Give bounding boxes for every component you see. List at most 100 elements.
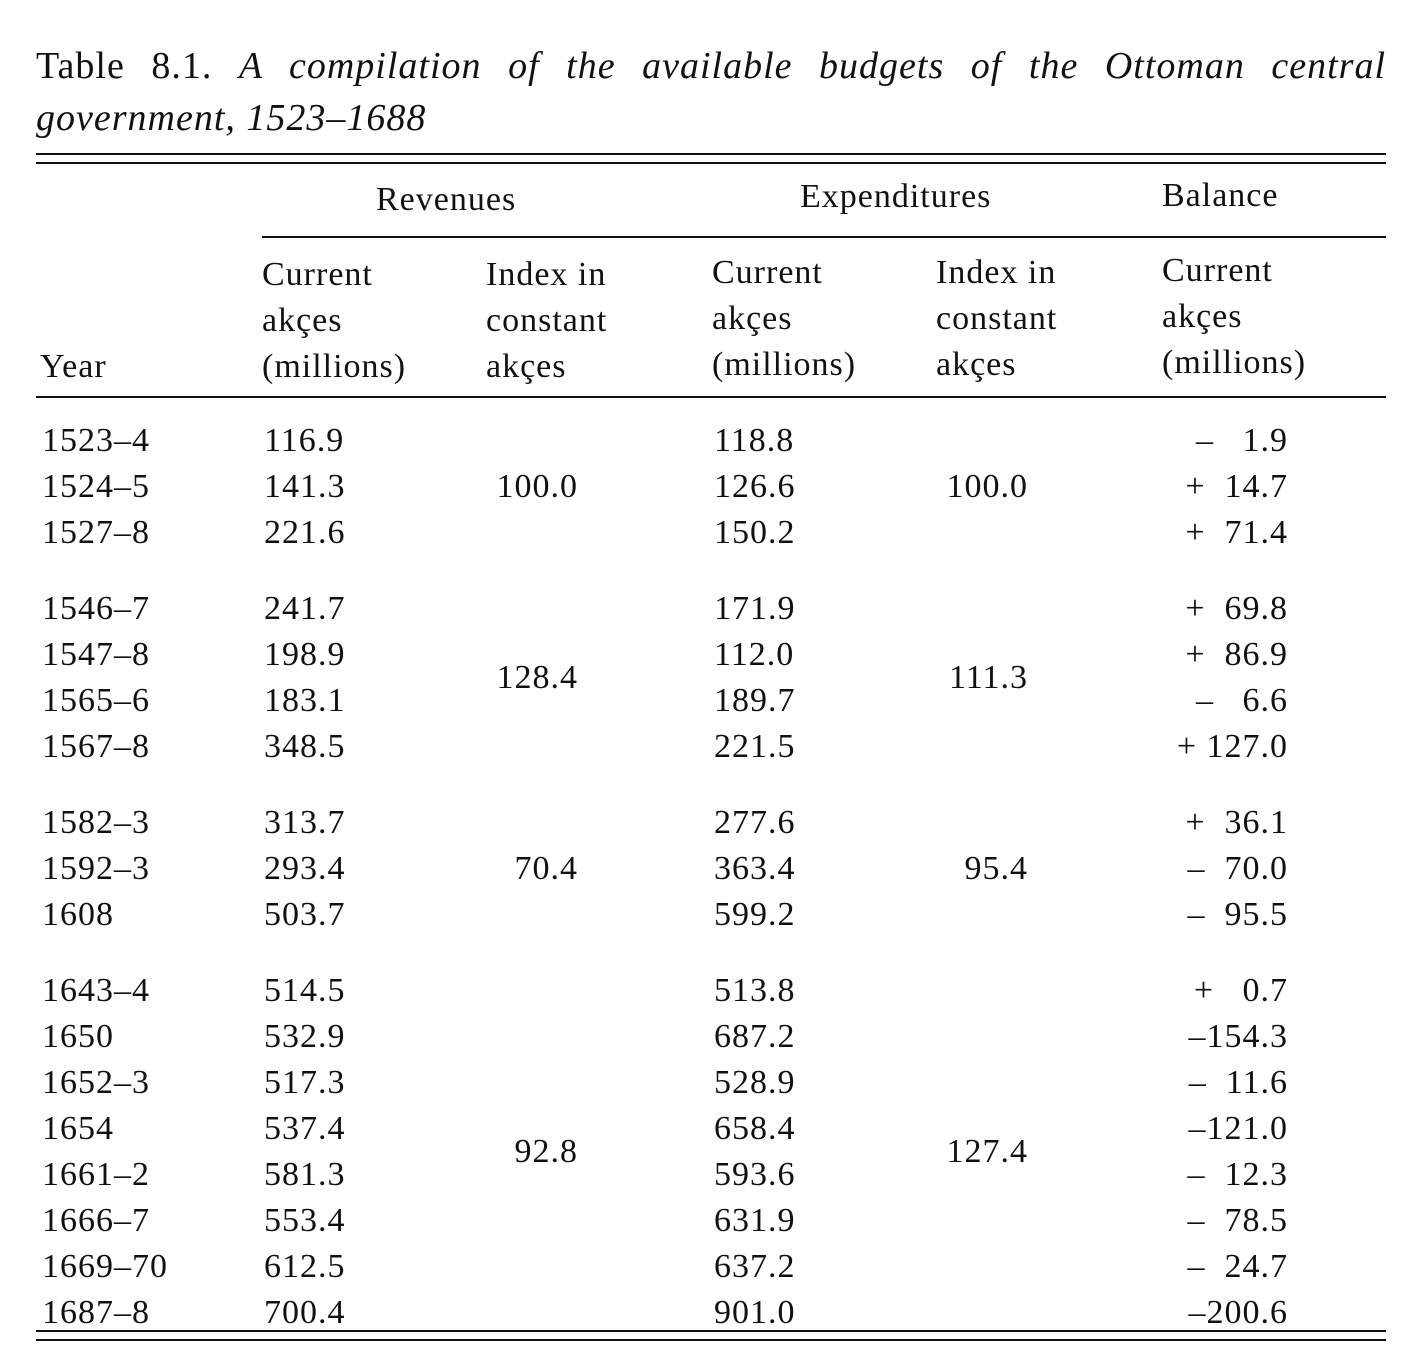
table-row: 1523–4 116.9 118.8 – 1.9 <box>0 418 1420 464</box>
table-title: A compilation of the available budgets o… <box>36 45 1387 139</box>
revenue-cell: 183.1 <box>264 682 346 719</box>
group-rule <box>262 236 1386 238</box>
revenue-cell: 553.4 <box>264 1202 346 1239</box>
expenditure-cell: 631.9 <box>714 1202 796 1239</box>
expenditure-index-cell: 111.3 <box>949 659 1028 696</box>
expenditure-index-cell: 100.0 <box>946 468 1028 505</box>
exp-index-header: Index in constant akçes <box>936 250 1057 388</box>
exp-current-header-line: akçes <box>712 300 793 337</box>
revenue-cell: 700.4 <box>264 1294 346 1331</box>
year-cell: 1650 <box>42 1018 114 1055</box>
balance-header: Balance <box>1162 177 1279 214</box>
expenditure-cell: 171.9 <box>714 590 796 627</box>
table-body: 1523–4 116.9 118.8 – 1.9 1524–5 141.3 126.6 + 1… <box>0 418 1420 1366</box>
balance-cell: – 6.6 <box>1196 682 1288 719</box>
year-cell: 1666–7 <box>42 1202 150 1239</box>
revenue-cell: 198.9 <box>264 636 346 673</box>
revenues-header: Revenues <box>376 181 517 218</box>
table-row: 1547–8 198.9 112.0 + 86.9 <box>0 632 1420 678</box>
expenditure-cell: 221.5 <box>714 728 796 765</box>
table-row: 1567–8 348.5 221.5 + 127.0 <box>0 724 1420 770</box>
table-row: 1661–2 581.3 593.6 – 12.3 <box>0 1152 1420 1198</box>
year-cell: 1669–70 <box>42 1248 168 1285</box>
year-cell: 1654 <box>42 1110 114 1147</box>
table-row: 1608 503.7 599.2 – 95.5 <box>0 892 1420 938</box>
balance-cell: –200.6 <box>1188 1294 1288 1331</box>
year-cell: 1652–3 <box>42 1064 150 1101</box>
rev-index-header-line: Index in <box>486 256 607 293</box>
revenue-cell: 293.4 <box>264 850 346 887</box>
year-cell: 1608 <box>42 896 114 933</box>
exp-index-header-line: Index in <box>936 254 1057 291</box>
expenditure-cell: 599.2 <box>714 896 796 933</box>
expenditure-cell: 189.7 <box>714 682 796 719</box>
expenditure-cell: 513.8 <box>714 972 796 1009</box>
balance-cell: – 11.6 <box>1188 1064 1288 1101</box>
balance-cell: + 69.8 <box>1185 590 1288 627</box>
revenue-cell: 532.9 <box>264 1018 346 1055</box>
balance-cell: – 24.7 <box>1187 1248 1288 1285</box>
exp-current-header-line: (millions) <box>712 346 857 383</box>
balance-cell: + 0.7 <box>1193 972 1288 1009</box>
bal-current-header-line: Current <box>1162 252 1273 289</box>
revenue-cell: 514.5 <box>264 972 346 1009</box>
expenditure-cell: 112.0 <box>714 636 795 673</box>
expenditure-cell: 363.4 <box>714 850 796 887</box>
exp-index-header-line: constant <box>936 300 1058 337</box>
year-cell: 1523–4 <box>42 422 150 459</box>
revenue-index-cell: 100.0 <box>496 468 578 505</box>
table-row-group: 1523–4 116.9 118.8 – 1.9 1524–5 141.3 126.6 + 1… <box>0 418 1420 556</box>
expenditure-cell: 150.2 <box>714 514 796 551</box>
year-header: Year <box>40 348 107 385</box>
year-cell: 1687–8 <box>42 1294 150 1331</box>
revenue-cell: 348.5 <box>264 728 346 765</box>
year-cell: 1643–4 <box>42 972 150 1009</box>
header-bottom-rule <box>36 396 1386 398</box>
year-cell: 1567–8 <box>42 728 150 765</box>
table-row-group: 1643–4 514.5 513.8 + 0.7 1650 532.9 687.2 –154.… <box>0 968 1420 1336</box>
expenditure-cell: 528.9 <box>714 1064 796 1101</box>
expenditure-cell: 277.6 <box>714 804 796 841</box>
year-cell: 1565–6 <box>42 682 150 719</box>
revenue-cell: 221.6 <box>264 514 346 551</box>
rev-current-header: Current akçes (millions) <box>262 252 406 390</box>
exp-index-header-line: akçes <box>936 346 1017 383</box>
expenditure-cell: 637.2 <box>714 1248 796 1285</box>
table-row: 1643–4 514.5 513.8 + 0.7 <box>0 968 1420 1014</box>
balance-cell: + 86.9 <box>1185 636 1288 673</box>
expenditure-cell: 687.2 <box>714 1018 796 1055</box>
table-row: 1582–3 313.7 277.6 + 36.1 <box>0 800 1420 846</box>
revenue-cell: 241.7 <box>264 590 346 627</box>
table-row: 1669–70 612.5 637.2 – 24.7 <box>0 1244 1420 1290</box>
expenditure-cell: 118.8 <box>714 422 795 459</box>
rev-current-header-line: (millions) <box>262 348 407 385</box>
bal-current-header: Current akçes (millions) <box>1162 248 1306 386</box>
top-rule-1 <box>36 153 1386 155</box>
rev-current-header-line: akçes <box>262 302 343 339</box>
revenue-index-cell: 128.4 <box>496 659 578 696</box>
expenditure-cell: 658.4 <box>714 1110 796 1147</box>
table-row: 1592–3 293.4 363.4 – 70.0 <box>0 846 1420 892</box>
expenditures-header: Expenditures <box>800 178 992 215</box>
revenue-cell: 612.5 <box>264 1248 346 1285</box>
table-row: 1652–3 517.3 528.9 – 11.6 <box>0 1060 1420 1106</box>
year-cell: 1582–3 <box>42 804 150 841</box>
expenditure-index-cell: 127.4 <box>946 1133 1028 1170</box>
balance-cell: –154.3 <box>1188 1018 1288 1055</box>
balance-cell: + 14.7 <box>1185 468 1288 505</box>
revenue-index-cell: 92.8 <box>514 1133 578 1170</box>
year-cell: 1546–7 <box>42 590 150 627</box>
table-row: 1654 537.4 658.4 –121.0 <box>0 1106 1420 1152</box>
balance-cell: –121.0 <box>1188 1110 1288 1147</box>
rev-index-header: Index in constant akçes <box>486 252 607 390</box>
balance-cell: + 127.0 <box>1176 728 1288 765</box>
expenditure-cell: 593.6 <box>714 1156 796 1193</box>
table-row: 1524–5 141.3 126.6 + 14.7 <box>0 464 1420 510</box>
revenue-cell: 313.7 <box>264 804 346 841</box>
revenue-cell: 581.3 <box>264 1156 346 1193</box>
table-row: 1687–8 700.4 901.0 –200.6 <box>0 1290 1420 1336</box>
table-row: 1565–6 183.1 189.7 – 6.6 <box>0 678 1420 724</box>
table-row: 1546–7 241.7 171.9 + 69.8 <box>0 586 1420 632</box>
balance-cell: – 12.3 <box>1187 1156 1288 1193</box>
revenue-cell: 517.3 <box>264 1064 346 1101</box>
